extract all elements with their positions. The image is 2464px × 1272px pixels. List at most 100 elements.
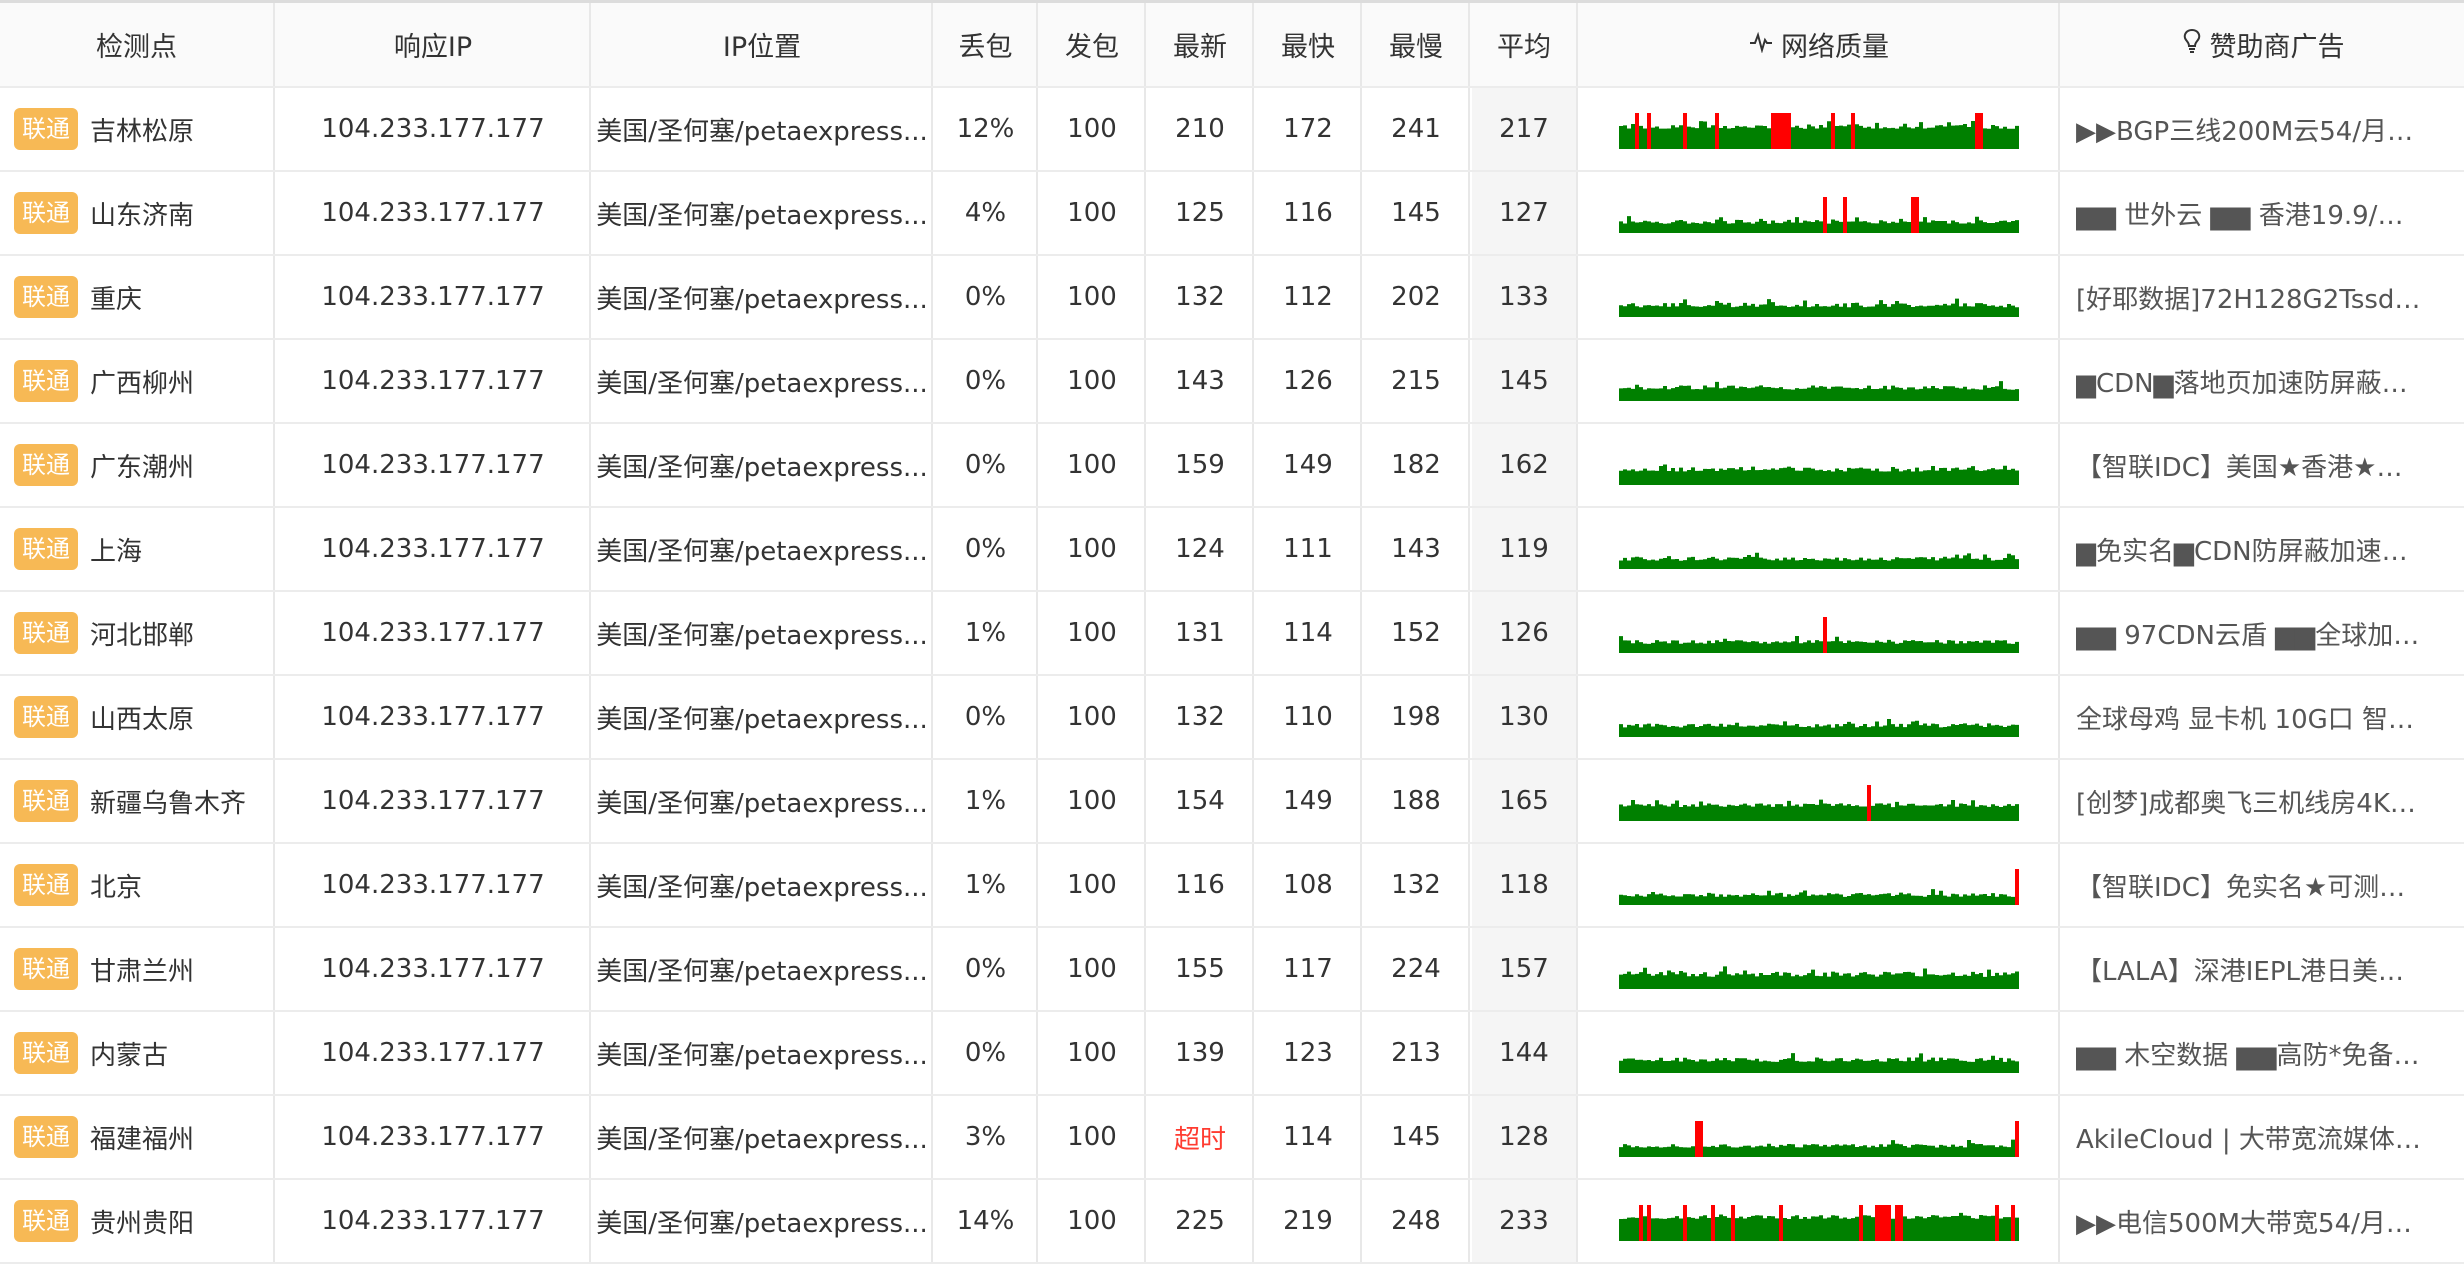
- sponsor-ad-link[interactable]: ▶▶BGP三线200M云54/月起▶▶: [2076, 116, 2426, 147]
- probe-cell: 联通 新疆乌鲁木齐: [0, 760, 275, 842]
- network-quality-chart: [1580, 760, 2060, 842]
- table-row[interactable]: 联通 山西太原 104.233.177.177 美国/圣何塞/petaexpress.…: [0, 676, 2464, 760]
- probe-cell: 联通 吉林松原: [0, 88, 275, 170]
- isp-badge: 联通: [14, 444, 78, 486]
- col-header-fastest[interactable]: 最快: [1256, 3, 1362, 86]
- packet-loss-mark: [1867, 785, 1871, 821]
- fastest-latency: 126: [1256, 340, 1362, 422]
- slowest-latency: 145: [1364, 1096, 1470, 1178]
- response-ip[interactable]: 104.233.177.177: [277, 592, 591, 674]
- table-row[interactable]: 联通 重庆 104.233.177.177 美国/圣何塞/petaexpress...…: [0, 256, 2464, 340]
- response-ip[interactable]: 104.233.177.177: [277, 1012, 591, 1094]
- col-header-sponsor: 赞助商广告: [2062, 3, 2464, 86]
- latest-latency: 116: [1148, 844, 1254, 926]
- sponsor-ad-link[interactable]: ▆▆ 木空数据 ▆▆高防*免备*云...: [2076, 1040, 2426, 1071]
- table-row[interactable]: 联通 福建福州 104.233.177.177 美国/圣何塞/petaexpress.…: [0, 1096, 2464, 1180]
- sponsor-ad-link[interactable]: ▆免实名▆CDN防屏蔽加速防御: [2076, 536, 2426, 567]
- table-row[interactable]: 联通 内蒙古 104.233.177.177 美国/圣何塞/petaexpress..…: [0, 1012, 2464, 1096]
- network-quality-chart: [1580, 88, 2060, 170]
- response-ip[interactable]: 104.233.177.177: [277, 1180, 591, 1262]
- sponsor-ad-link[interactable]: [创梦]成都奥飞三机线房4Kw机...: [2076, 788, 2426, 819]
- loss-rate: 0%: [935, 340, 1038, 422]
- fastest-latency: 149: [1256, 424, 1362, 506]
- packet-loss-mark: [1695, 1121, 1699, 1157]
- response-ip[interactable]: 104.233.177.177: [277, 760, 591, 842]
- packet-loss-mark: [1647, 1205, 1651, 1241]
- response-ip[interactable]: 104.233.177.177: [277, 256, 591, 338]
- probe-city: 重庆: [90, 284, 143, 315]
- response-ip[interactable]: 104.233.177.177: [277, 1096, 591, 1178]
- sponsor-ad-cell: ▶▶电信500M大带宽54/月起▶▶: [2062, 1180, 2464, 1262]
- sponsor-ad-link[interactable]: ▆CDN▆落地页加速防屏蔽首选: [2076, 368, 2426, 399]
- response-ip[interactable]: 104.233.177.177: [277, 88, 591, 170]
- response-ip[interactable]: 104.233.177.177: [277, 676, 591, 758]
- network-quality-chart: [1580, 340, 2060, 422]
- table-row[interactable]: 联通 吉林松原 104.233.177.177 美国/圣何塞/petaexpress.…: [0, 88, 2464, 172]
- isp-badge: 联通: [14, 1116, 78, 1158]
- sponsor-ad-link[interactable]: [好耶数据]72H128G2Tssd高防...: [2076, 284, 2426, 315]
- col-header-loss[interactable]: 丢包: [935, 3, 1038, 86]
- slowest-latency: 145: [1364, 172, 1470, 254]
- response-ip[interactable]: 104.233.177.177: [277, 424, 591, 506]
- probe-cell: 联通 山东济南: [0, 172, 275, 254]
- packet-loss-mark: [1895, 1205, 1899, 1241]
- response-ip[interactable]: 104.233.177.177: [277, 844, 591, 926]
- packets-sent: 100: [1040, 88, 1146, 170]
- packet-loss-mark: [1979, 113, 1983, 149]
- average-latency: 165: [1472, 760, 1578, 842]
- average-latency: 118: [1472, 844, 1578, 926]
- table-row[interactable]: 联通 上海 104.233.177.177 美国/圣何塞/petaexpress...…: [0, 508, 2464, 592]
- table-row[interactable]: 联通 贵州贵阳 104.233.177.177 美国/圣何塞/petaexpress.…: [0, 1180, 2464, 1264]
- probe-city: 山东济南: [90, 200, 195, 231]
- table-row[interactable]: 联通 新疆乌鲁木齐 104.233.177.177 美国/圣何塞/petaexpres…: [0, 760, 2464, 844]
- response-ip[interactable]: 104.233.177.177: [277, 928, 591, 1010]
- probe-cell: 联通 贵州贵阳: [0, 1180, 275, 1262]
- sponsor-ad-link[interactable]: ▶▶电信500M大带宽54/月起▶▶: [2076, 1208, 2426, 1239]
- col-header-latest[interactable]: 最新: [1148, 3, 1254, 86]
- probe-cell: 联通 山西太原: [0, 676, 275, 758]
- sponsor-ad-link[interactable]: ▆▆ 世外云 ▆▆ 香港19.9/月丨...: [2076, 200, 2426, 231]
- ip-location: 美国/圣何塞/petaexpress...: [593, 1012, 933, 1094]
- sponsor-ad-link[interactable]: ▆▆ 97CDN云盾 ▆▆全球加速...: [2076, 620, 2426, 651]
- col-header-probe[interactable]: 检测点: [0, 3, 275, 86]
- col-header-average[interactable]: 平均: [1472, 3, 1578, 86]
- table-row[interactable]: 联通 甘肃兰州 104.233.177.177 美国/圣何塞/petaexpress.…: [0, 928, 2464, 1012]
- latest-latency: 225: [1148, 1180, 1254, 1262]
- loss-rate: 0%: [935, 928, 1038, 1010]
- quality-sparkline: [1619, 464, 2019, 485]
- sponsor-ad-link[interactable]: AkileCloud | 大带宽流媒体解锁...: [2076, 1124, 2426, 1155]
- slowest-latency: 152: [1364, 592, 1470, 674]
- table-header: 检测点 响应IP IP位置 丢包 发包 最新 最快 最慢 平均 网络质量 赞助商…: [0, 3, 2464, 88]
- probe-city: 内蒙古: [90, 1040, 169, 1071]
- table-row[interactable]: 联通 广东潮州 104.233.177.177 美国/圣何塞/petaexpress.…: [0, 424, 2464, 508]
- quality-bars: [1619, 381, 2019, 401]
- col-header-response-ip[interactable]: 响应IP: [277, 3, 591, 86]
- response-ip[interactable]: 104.233.177.177: [277, 508, 591, 590]
- sponsor-ad-link[interactable]: 全球母鸡 显卡机 10G口 智联ID...: [2076, 704, 2426, 735]
- slowest-latency: 188: [1364, 760, 1470, 842]
- ip-location: 美国/圣何塞/petaexpress...: [593, 760, 933, 842]
- quality-sparkline: [1619, 869, 2019, 905]
- network-quality-chart: [1580, 172, 2060, 254]
- sponsor-ad-link[interactable]: 【LALA】深港IEPL港日美新BG...: [2076, 956, 2426, 987]
- col-header-slowest[interactable]: 最慢: [1364, 3, 1470, 86]
- latest-latency: 155: [1148, 928, 1254, 1010]
- probe-cell: 联通 广东潮州: [0, 424, 275, 506]
- col-header-ip-location[interactable]: IP位置: [593, 3, 933, 86]
- table-row[interactable]: 联通 北京 104.233.177.177 美国/圣何塞/petaexpress...…: [0, 844, 2464, 928]
- table-row[interactable]: 联通 广西柳州 104.233.177.177 美国/圣何塞/petaexpress.…: [0, 340, 2464, 424]
- fastest-latency: 172: [1256, 88, 1362, 170]
- fastest-latency: 108: [1256, 844, 1362, 926]
- col-header-sent[interactable]: 发包: [1040, 3, 1146, 86]
- table-row[interactable]: 联通 山东济南 104.233.177.177 美国/圣何塞/petaexpress.…: [0, 172, 2464, 256]
- sponsor-ad-cell: ▆▆ 97CDN云盾 ▆▆全球加速...: [2062, 592, 2464, 674]
- response-ip[interactable]: 104.233.177.177: [277, 172, 591, 254]
- latest-latency: 154: [1148, 760, 1254, 842]
- table-row[interactable]: 联通 河北邯郸 104.233.177.177 美国/圣何塞/petaexpress.…: [0, 592, 2464, 676]
- sponsor-ad-link[interactable]: 【智联IDC】美国★香港★韩国★...: [2076, 452, 2426, 483]
- response-ip[interactable]: 104.233.177.177: [277, 340, 591, 422]
- slowest-latency: 224: [1364, 928, 1470, 1010]
- sponsor-ad-link[interactable]: 【智联IDC】免实名★可测试★...: [2076, 872, 2426, 903]
- probe-city: 贵州贵阳: [90, 1208, 195, 1239]
- network-quality-chart: [1580, 928, 2060, 1010]
